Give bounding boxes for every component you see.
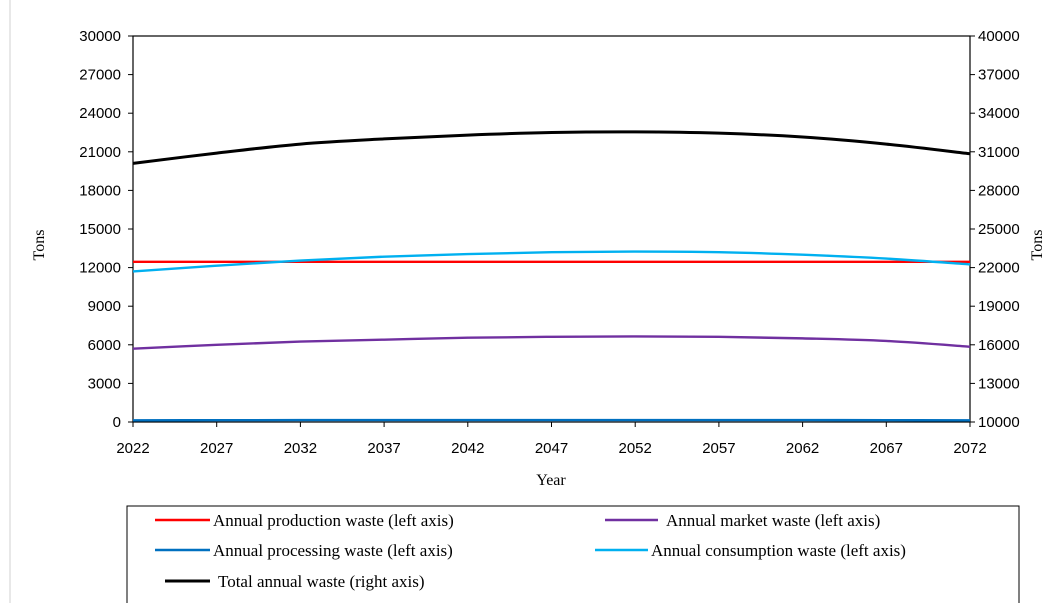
x-tick-label: 2037 bbox=[367, 440, 400, 457]
left-y-tick-label: 21000 bbox=[79, 144, 121, 161]
plot-area bbox=[132, 35, 971, 423]
legend-label-annual-processing-waste: Annual processing waste (left axis) bbox=[213, 541, 453, 560]
right-y-tick-label: 31000 bbox=[978, 144, 1020, 161]
x-tick-label: 2047 bbox=[535, 440, 568, 457]
left-y-tick-label: 18000 bbox=[79, 182, 121, 199]
left-y-tick-label: 15000 bbox=[79, 221, 121, 238]
right-y-tick-label: 37000 bbox=[978, 67, 1020, 84]
series-line-annual-consumption-waste bbox=[132, 250, 971, 273]
right-y-tick-label: 22000 bbox=[978, 260, 1020, 277]
right-y-tick-label: 16000 bbox=[978, 337, 1020, 354]
series-line-total-annual-waste bbox=[132, 130, 971, 165]
legend: Annual production waste (left axis) Annua… bbox=[155, 511, 906, 591]
x-tick-label: 2027 bbox=[200, 440, 233, 457]
right-y-tick-label: 13000 bbox=[978, 375, 1020, 392]
x-tick-label: 2062 bbox=[786, 440, 819, 457]
legend-label-annual-market-waste: Annual market waste (left axis) bbox=[666, 511, 880, 530]
left-y-tick-label: 30000 bbox=[79, 28, 121, 45]
right-y-tick-label: 19000 bbox=[978, 298, 1020, 315]
right-y-axis-ticks: 10000 13000 16000 19000 22000 25000 28000 31000… bbox=[970, 28, 1020, 431]
series-lines bbox=[132, 130, 971, 422]
right-y-tick-label: 28000 bbox=[978, 182, 1020, 199]
left-y-tick-label: 24000 bbox=[79, 105, 121, 122]
left-y-tick-label: 27000 bbox=[79, 67, 121, 84]
x-tick-label: 2067 bbox=[870, 440, 903, 457]
left-y-axis-title: Tons bbox=[31, 230, 48, 261]
left-y-tick-label: 6000 bbox=[88, 337, 121, 354]
right-y-tick-label: 40000 bbox=[978, 28, 1020, 45]
x-tick-label: 2057 bbox=[702, 440, 735, 457]
x-tick-label: 2052 bbox=[619, 440, 652, 457]
left-y-tick-label: 0 bbox=[113, 414, 121, 431]
series-line-annual-market-waste bbox=[132, 335, 971, 350]
legend-box bbox=[126, 505, 1020, 603]
x-axis-ticks: 2022 2027 2032 2037 2042 2047 2052 2057 2062 2067… bbox=[116, 422, 987, 457]
legend-label-annual-production-waste: Annual production waste (left axis) bbox=[213, 511, 454, 530]
x-tick-label: 2042 bbox=[451, 440, 484, 457]
right-y-tick-label: 10000 bbox=[978, 414, 1020, 431]
right-y-tick-label: 34000 bbox=[978, 105, 1020, 122]
x-tick-label: 2072 bbox=[953, 440, 986, 457]
x-axis-title: Year bbox=[536, 472, 566, 489]
left-y-tick-label: 9000 bbox=[88, 298, 121, 315]
legend-label-total-annual-waste: Total annual waste (right axis) bbox=[218, 572, 425, 591]
x-tick-label: 2032 bbox=[284, 440, 317, 457]
left-y-tick-label: 3000 bbox=[88, 375, 121, 392]
right-y-axis-title: Tons bbox=[1029, 230, 1046, 261]
left-y-tick-label: 12000 bbox=[79, 260, 121, 277]
left-y-axis-ticks: 0 3000 6000 9000 12000 15000 18000 21000 24000 27… bbox=[79, 28, 133, 431]
x-tick-label: 2022 bbox=[116, 440, 149, 457]
legend-label-annual-consumption-waste: Annual consumption waste (left axis) bbox=[651, 541, 906, 560]
right-y-tick-label: 25000 bbox=[978, 221, 1020, 238]
